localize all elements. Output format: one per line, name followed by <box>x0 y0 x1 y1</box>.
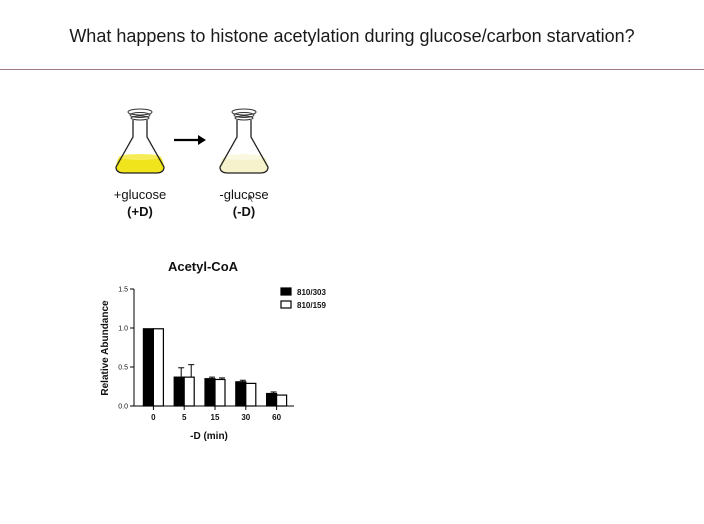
bar-810-303-0 <box>142 328 155 407</box>
flask-no-glucose-caption: -glucose (-D) <box>194 186 294 220</box>
flask-glucose-icon <box>115 108 165 174</box>
chart-title: Acetyl-CoA <box>168 259 239 274</box>
x-tick-label: 60 <box>272 413 281 422</box>
slide-title: What happens to histone acetylation duri… <box>69 26 635 46</box>
x-tick-label: 15 <box>211 413 220 422</box>
right-arrow-icon <box>174 135 206 145</box>
legend-swatch-810-159 <box>280 300 292 309</box>
bar-810-159-0 <box>152 328 165 407</box>
flask-glucose-code: (+D) <box>127 204 153 219</box>
flask-glucose-label: +glucose <box>113 187 167 202</box>
bar-810-303-15 <box>204 378 216 407</box>
acetyl-coa-chart: Acetyl-CoA Relative Abundance -D (min) 0… <box>100 259 326 442</box>
y-tick-label: 1.0 <box>118 326 128 333</box>
x-tick-label: 5 <box>182 413 187 422</box>
chart-y-axis-label: Relative Abundance <box>100 300 111 396</box>
flask-no-glucose-icon <box>219 108 269 174</box>
bar-810-303-5 <box>173 376 185 407</box>
bar-810-303-60 <box>266 392 278 407</box>
legend-label-810-159: 810/159 <box>297 301 326 310</box>
bar-810-159-5 <box>183 376 195 407</box>
bar-810-159-60 <box>276 394 288 407</box>
title-divider <box>0 69 704 70</box>
flask-no-glucose-label: -glucose <box>219 187 269 202</box>
y-tick-label: 0.0 <box>118 404 128 411</box>
chart-x-axis-label: -D (min) <box>190 431 228 442</box>
y-tick-label: 0.5 <box>118 365 128 372</box>
legend-swatch-810-303 <box>280 287 292 296</box>
flask-glucose-caption: +glucose (+D) <box>90 186 190 220</box>
bar-810-159-15 <box>214 378 226 407</box>
mouse-cursor-icon <box>247 193 255 203</box>
y-tick-label: 1.5 <box>118 287 128 294</box>
bar-810-159-30 <box>245 382 257 407</box>
flask-no-glucose-code: (-D) <box>232 204 256 219</box>
x-tick-label: 0 <box>151 413 156 422</box>
bar-810-303-30 <box>235 381 247 407</box>
x-tick-label: 30 <box>241 413 250 422</box>
legend-label-810-303: 810/303 <box>297 288 326 297</box>
